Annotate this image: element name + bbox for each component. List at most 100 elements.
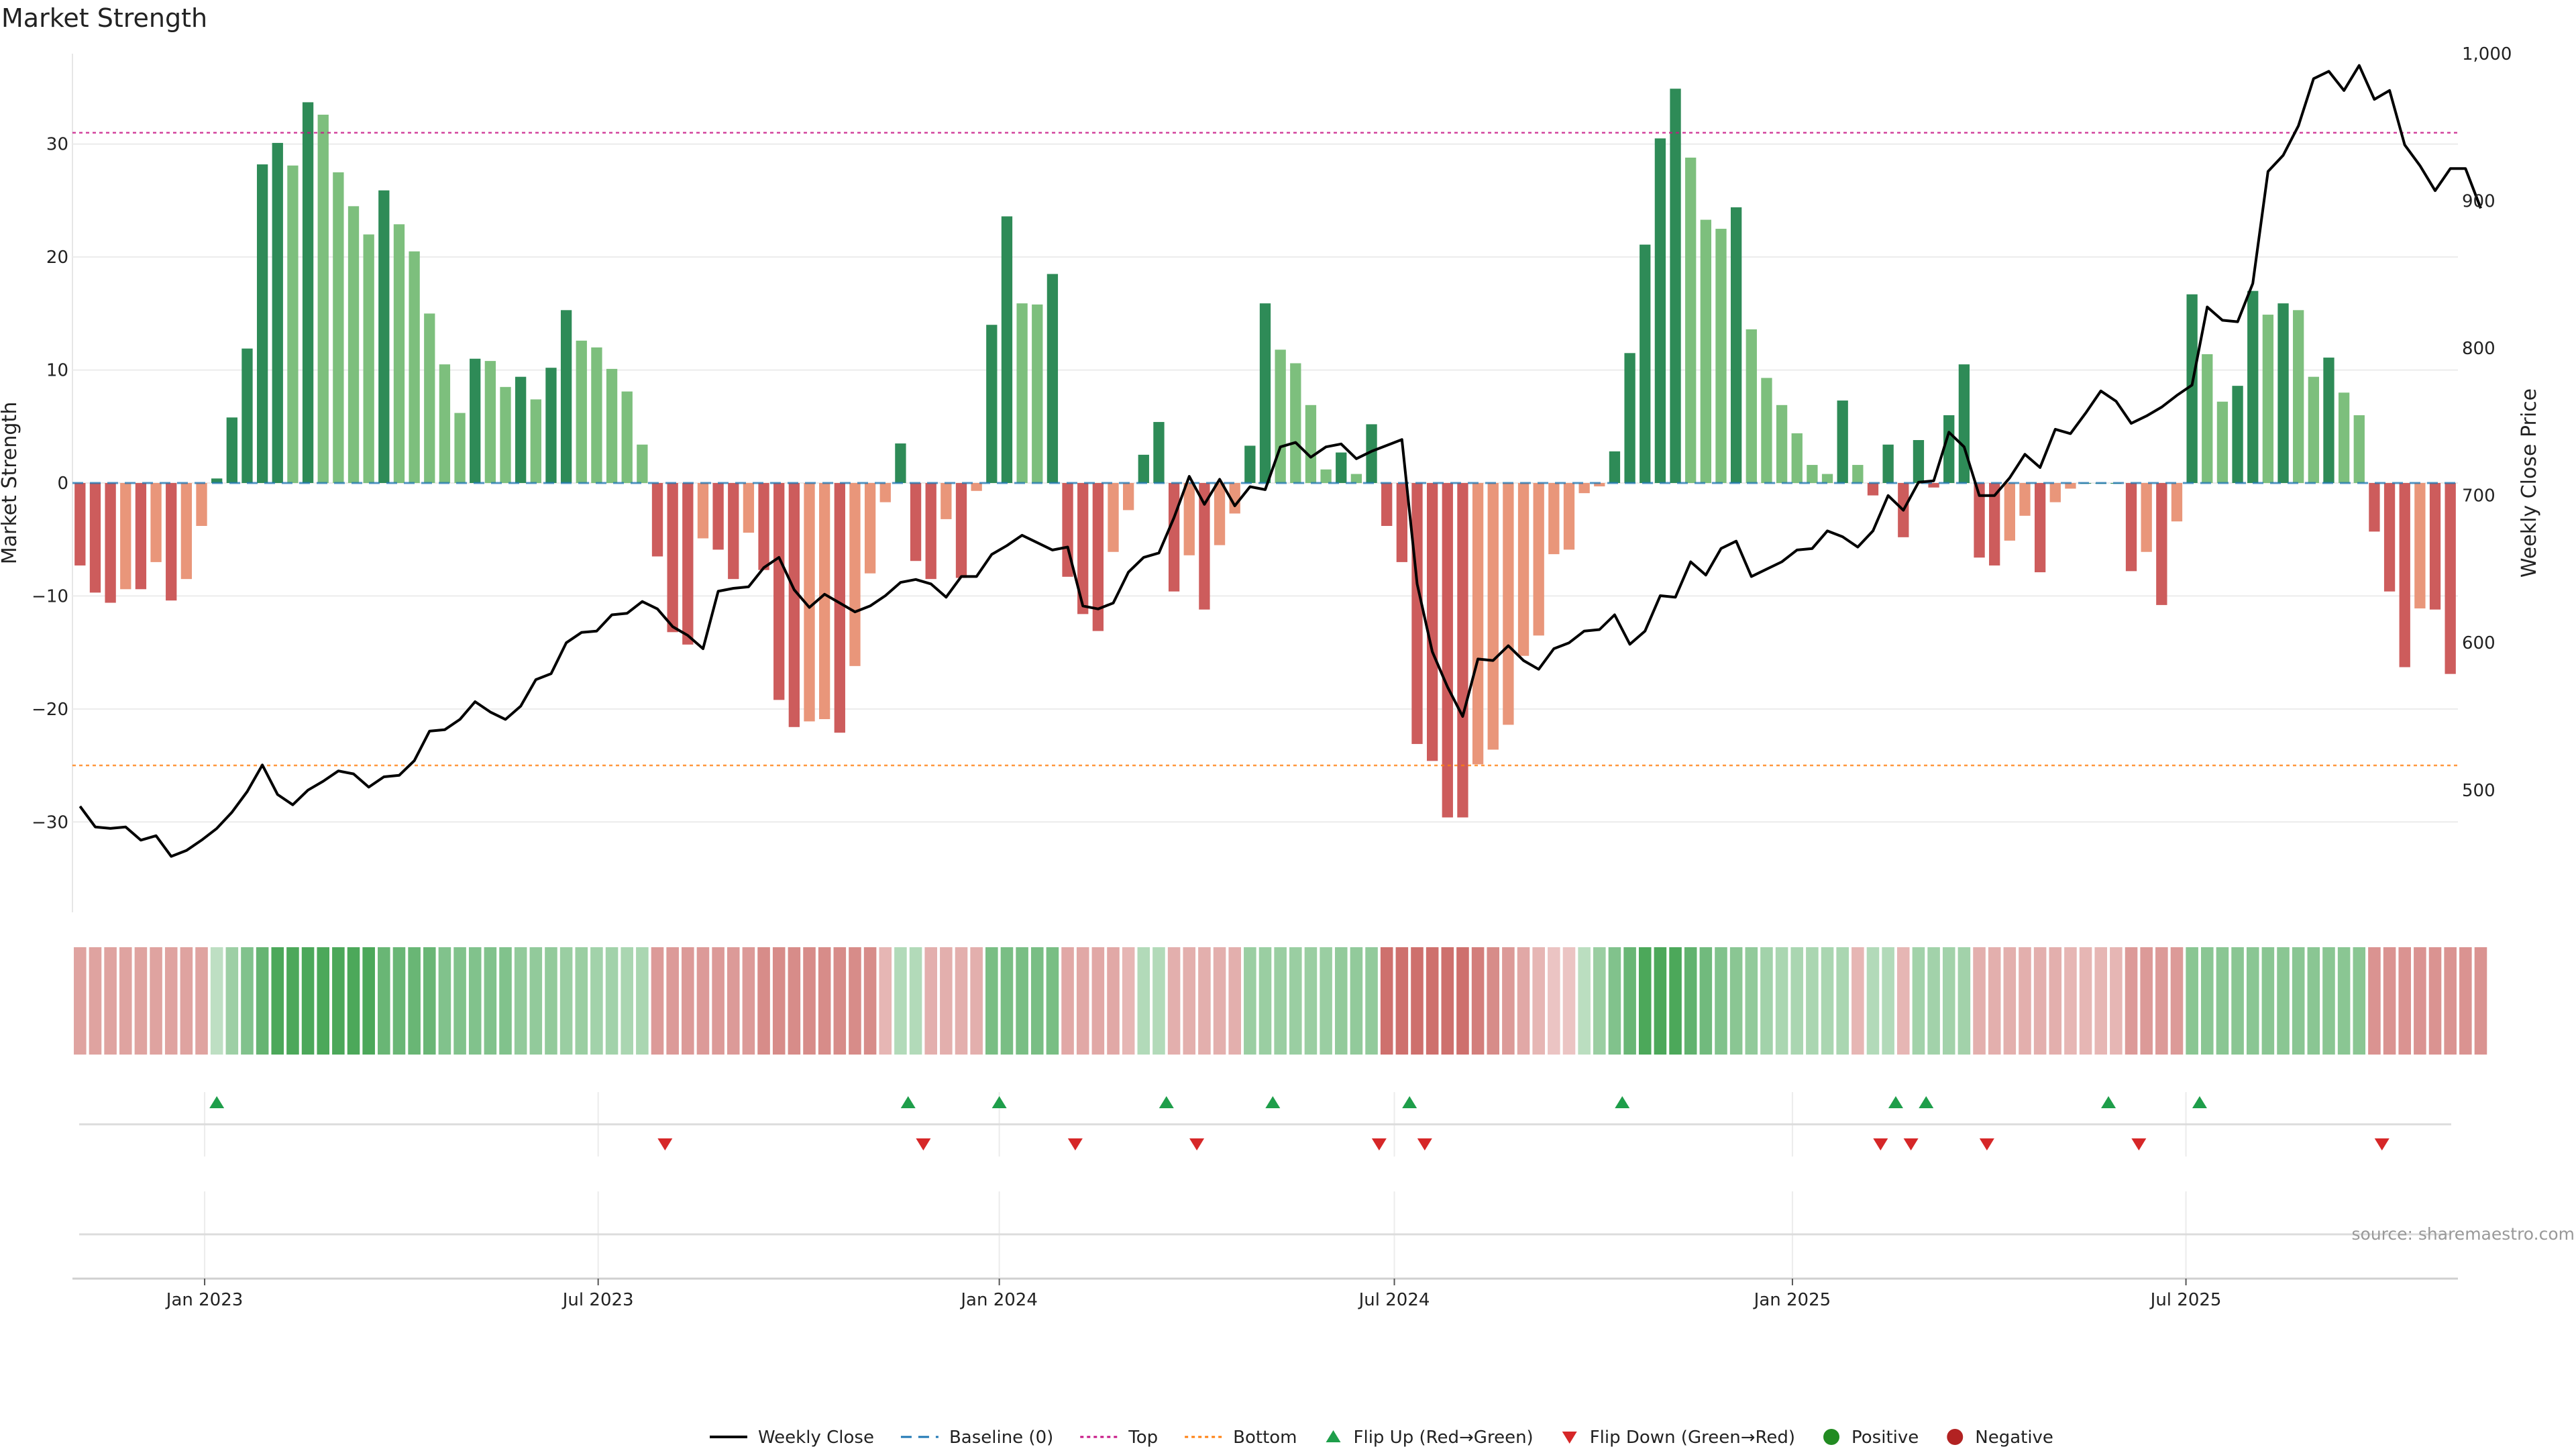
heat-cell	[2474, 947, 2487, 1055]
strength-bar	[1943, 415, 1955, 483]
heat-cell	[1654, 947, 1667, 1055]
strength-bar	[971, 483, 982, 491]
heat-cell	[833, 947, 847, 1055]
heat-cell	[2383, 947, 2396, 1055]
strength-bar	[1336, 452, 1347, 483]
heat-cell	[924, 947, 937, 1055]
strength-bar	[758, 483, 769, 570]
heat-cell	[1411, 947, 1424, 1055]
heat-cell	[119, 947, 132, 1055]
strength-bar	[2171, 483, 2183, 522]
strength-bar	[2308, 376, 2319, 483]
heat-cell	[1304, 947, 1318, 1055]
heat-cell	[863, 947, 877, 1055]
legend-label: Bottom	[1233, 1428, 1297, 1448]
heat-cell	[605, 947, 619, 1055]
chart-title: Market Strength	[1, 3, 207, 33]
heat-cell	[2019, 947, 2031, 1055]
flip-down-marker	[2374, 1138, 2390, 1150]
strength-bar	[1578, 483, 1590, 494]
strength-bar	[667, 483, 678, 633]
strength-bar	[2216, 401, 2229, 483]
heat-cell	[1365, 947, 1378, 1055]
heat-cell	[970, 947, 983, 1055]
strength-bar	[1670, 89, 1681, 484]
strength-bar	[1244, 445, 1256, 483]
strength-bar	[2141, 483, 2152, 552]
heat-cell	[1866, 947, 1880, 1055]
strength-bar	[2383, 483, 2396, 592]
strength-bar	[1746, 329, 1757, 483]
heat-cell	[1882, 947, 1894, 1055]
strength-bar	[2323, 358, 2334, 483]
flip-up-marker	[2101, 1096, 2116, 1108]
heat-cell	[545, 947, 557, 1055]
heat-cell	[894, 947, 907, 1055]
heat-cell	[2353, 947, 2366, 1055]
y-axis-label-left: Market Strength	[0, 402, 21, 564]
heat-cell	[1274, 947, 1287, 1055]
strength-bar	[2019, 483, 2031, 516]
strength-bar	[1381, 483, 1393, 526]
heat-cell	[909, 947, 922, 1055]
strength-bar	[1350, 474, 1362, 483]
heat-cell	[1851, 947, 1864, 1055]
heat-cell	[438, 947, 451, 1055]
flip-up-marker	[900, 1096, 916, 1108]
strength-bar	[1092, 483, 1104, 631]
heat-cell	[499, 947, 512, 1055]
flip-down-marker	[1873, 1138, 1888, 1150]
strength-bar	[743, 483, 755, 533]
strength-bar	[1153, 422, 1165, 483]
heat-cell	[423, 947, 436, 1055]
strength-bar	[1457, 483, 1468, 818]
heat-cell	[2125, 947, 2138, 1055]
strength-bar	[1640, 244, 1651, 483]
heat-cell	[1897, 947, 1910, 1055]
legend-label: Positive	[1851, 1428, 1919, 1448]
strength-bar	[1077, 483, 1089, 614]
heat-cell	[682, 947, 694, 1055]
strength-bar	[621, 391, 633, 483]
heat-cell	[2049, 947, 2062, 1055]
weekly-close-line	[78, 64, 2482, 858]
strength-bar	[1730, 207, 1742, 483]
strength-bar	[1001, 216, 1013, 483]
heat-cell	[2079, 947, 2092, 1055]
heat-cell	[1957, 947, 1971, 1055]
strength-bar	[637, 444, 648, 483]
x-tick-label: Jan 2025	[1753, 1290, 1831, 1310]
strength-bar	[1700, 219, 1711, 483]
heat-cell	[2155, 947, 2168, 1055]
legend-label: Top	[1128, 1428, 1158, 1448]
strength-bar	[651, 483, 663, 557]
strength-bar	[2232, 386, 2243, 483]
heat-cell	[1684, 947, 1697, 1055]
strength-bar	[347, 206, 360, 483]
heat-cell	[621, 947, 633, 1055]
heat-cell	[1821, 947, 1834, 1055]
heat-cell	[164, 947, 178, 1055]
heat-cell	[2033, 947, 2047, 1055]
heat-cell	[1289, 947, 1302, 1055]
heat-cell	[1334, 947, 1348, 1055]
heat-cell	[666, 947, 679, 1055]
x-tick-label: Jul 2024	[1358, 1290, 1430, 1310]
strength-bar	[1852, 465, 1864, 483]
strength-bar	[1290, 363, 1301, 483]
heat-cell	[2003, 947, 2017, 1055]
heat-cell	[2231, 947, 2244, 1055]
strength-bar	[1426, 483, 1438, 761]
heat-cell	[2337, 947, 2351, 1055]
flip-down-marker	[1979, 1138, 1994, 1150]
heat-cell	[940, 947, 953, 1055]
strength-bar	[545, 368, 557, 483]
strength-bar	[1715, 229, 1727, 483]
heat-cell	[1030, 947, 1044, 1055]
heat-cell	[1152, 947, 1165, 1055]
strength-bar	[302, 102, 314, 484]
legend-swatch-flip-up	[1326, 1430, 1341, 1442]
heat-cell	[2246, 947, 2259, 1055]
legend-label: Flip Up (Red→Green)	[1354, 1428, 1534, 1448]
strength-bar	[1882, 444, 1894, 483]
